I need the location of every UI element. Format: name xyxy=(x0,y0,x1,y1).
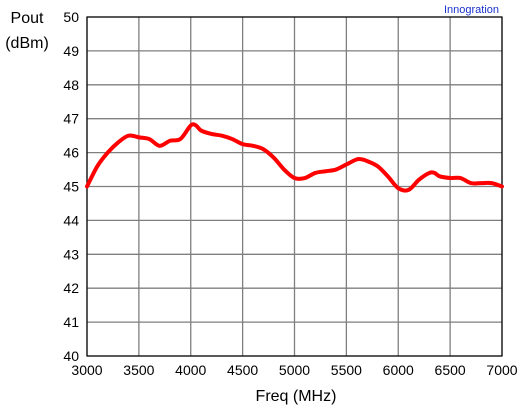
y-axis-label-line1: Pout xyxy=(11,10,44,27)
y-tick-label: 48 xyxy=(63,77,79,93)
y-tick-label: 46 xyxy=(63,145,79,161)
y-tick-label: 47 xyxy=(63,111,79,127)
x-tick-label: 5500 xyxy=(331,362,362,378)
pout-series-line xyxy=(85,122,504,193)
y-tick-label: 42 xyxy=(63,280,79,296)
y-tick-label: 41 xyxy=(63,314,79,330)
x-tick-label: 6500 xyxy=(435,362,466,378)
x-tick-label: 6000 xyxy=(383,362,414,378)
x-tick-label: 3500 xyxy=(123,362,154,378)
y-tick-label: 49 xyxy=(63,43,79,59)
x-tick-label: 3000 xyxy=(71,362,102,378)
y-tick-label: 50 xyxy=(63,9,79,25)
y-axis-label-line2: (dBm) xyxy=(5,35,49,52)
y-tick-labels: 40 41 42 43 44 45 46 47 48 49 50 xyxy=(63,9,79,364)
y-tick-label: 44 xyxy=(63,212,79,228)
series-group xyxy=(85,122,504,193)
y-tick-label: 45 xyxy=(63,179,79,195)
x-axis-label: Freq (MHz) xyxy=(256,388,337,405)
x-tick-label: 4000 xyxy=(175,362,206,378)
grid-lines xyxy=(86,16,503,357)
x-tick-labels: 3000 3500 4000 4500 5000 5500 6000 6500 7000 xyxy=(71,362,517,378)
x-tick-label: 4500 xyxy=(227,362,258,378)
y-tick-label: 40 xyxy=(63,348,79,364)
x-tick-label: 7000 xyxy=(486,362,517,378)
brand-label: Innogration xyxy=(444,4,499,16)
y-tick-label: 43 xyxy=(63,246,79,262)
x-tick-label: 5000 xyxy=(279,362,310,378)
